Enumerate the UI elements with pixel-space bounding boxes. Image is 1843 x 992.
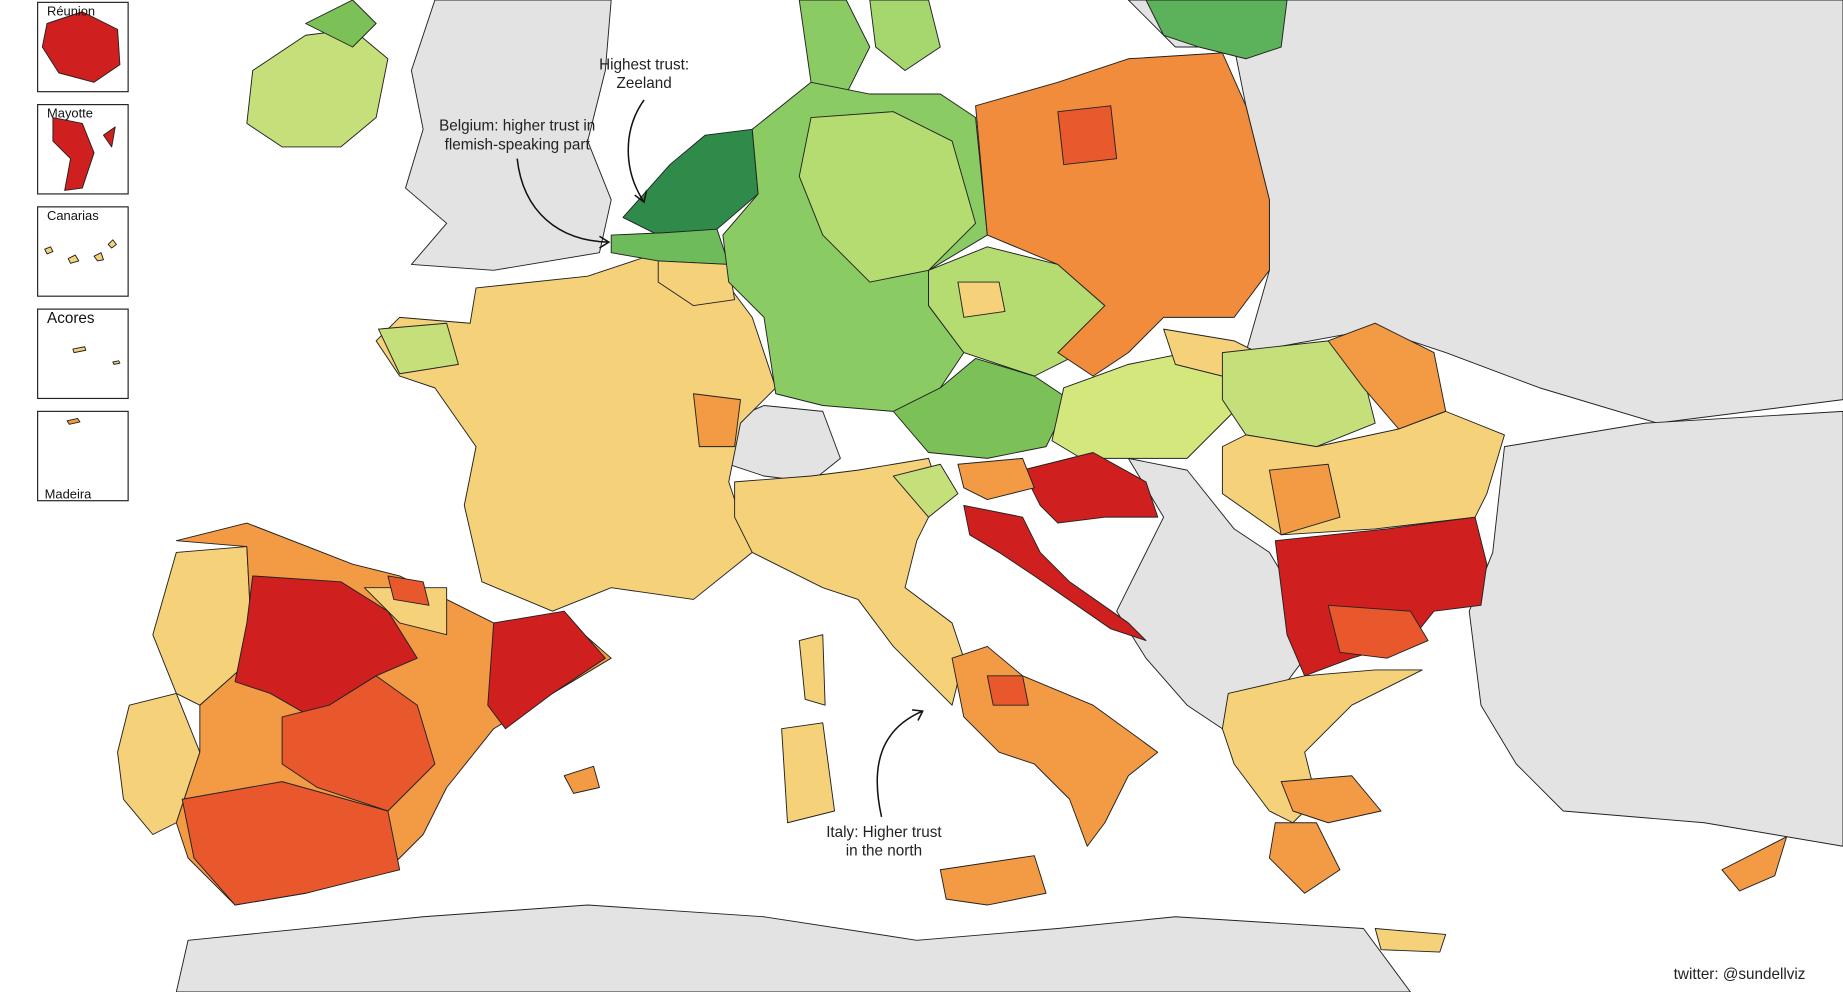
inset-shape bbox=[52, 117, 116, 191]
annotation-line: Zeeland bbox=[617, 75, 672, 92]
inset-box bbox=[37, 308, 129, 400]
inset-label: Canarias bbox=[47, 208, 99, 223]
inset-label: Acores bbox=[47, 310, 95, 327]
annotation-line: Italy: Higher trust bbox=[826, 824, 942, 841]
non-eu-land bbox=[175, 0, 1843, 992]
credit: twitter: @sundellviz bbox=[1674, 966, 1806, 983]
inset-label: Madeira bbox=[45, 486, 92, 501]
inset-shape bbox=[72, 346, 121, 365]
annotation-arrow bbox=[876, 709, 924, 818]
inset-shape bbox=[66, 417, 81, 425]
regions bbox=[117, 0, 1788, 953]
annotation-line: Highest trust: bbox=[599, 56, 689, 73]
annotation-line: flemish-speaking part bbox=[445, 136, 591, 153]
inset-shape bbox=[41, 11, 121, 83]
annotation-arrow bbox=[516, 158, 611, 249]
inset-box bbox=[37, 410, 129, 502]
insets: Réunion Mayotte Canarias Acores Madeira bbox=[37, 1, 129, 502]
annotation-arrow bbox=[627, 99, 648, 204]
inset-label: Réunion bbox=[47, 3, 95, 18]
annotation-line: in the north bbox=[846, 843, 922, 860]
inset-label: Mayotte bbox=[47, 106, 93, 121]
annotations: Highest trust: Zeeland Belgium: higher t… bbox=[439, 56, 1805, 983]
annotation-line: Belgium: higher trust in bbox=[439, 117, 595, 134]
inset-shape bbox=[44, 239, 117, 264]
